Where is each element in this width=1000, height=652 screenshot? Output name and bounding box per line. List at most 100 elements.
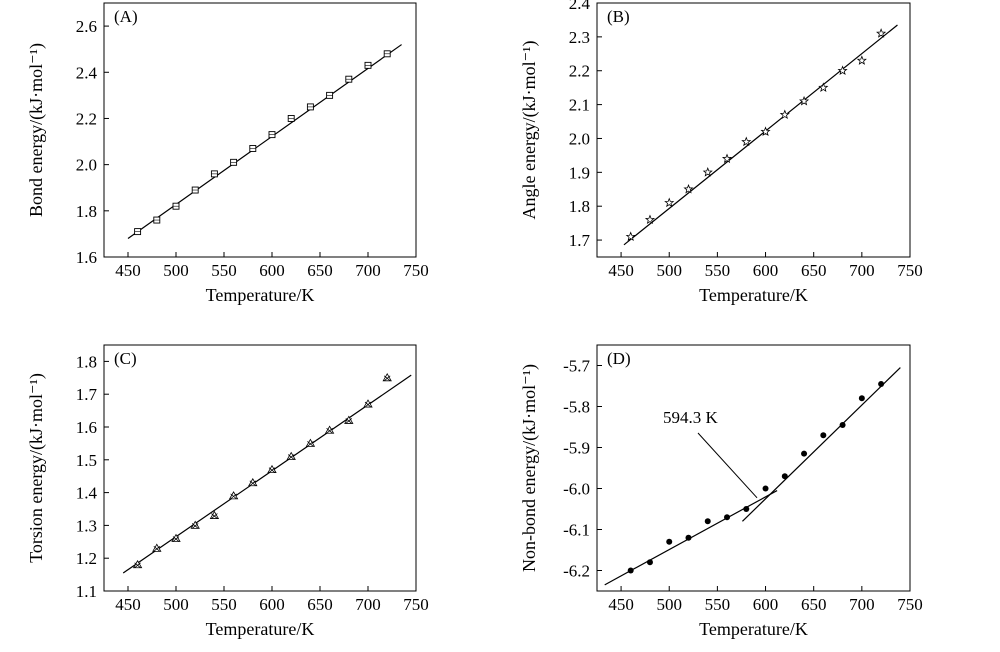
data-point-4	[210, 170, 218, 178]
x-tick-label: 600	[259, 261, 285, 280]
data-point-11	[839, 421, 846, 428]
marker-cross	[383, 375, 391, 382]
panel-label: (C)	[114, 349, 137, 368]
data-point-6	[248, 477, 258, 487]
x-tick-label: 650	[801, 261, 827, 280]
data-point-3	[190, 520, 200, 529]
x-tick-label: 600	[753, 261, 779, 280]
marker-cross	[268, 467, 276, 473]
annotation-leader	[697, 432, 758, 499]
marker-cross	[364, 401, 372, 408]
data-point-0	[627, 567, 634, 574]
data-point-11	[345, 75, 353, 83]
y-axis-title: Torsion energy/(kJ·mol⁻¹)	[26, 373, 47, 563]
y-tick-label: 2.0	[569, 129, 590, 148]
panel-b: 450 500 550 600 650 700 750 1.7 1.8 1.9 2.0 2.1 2.2 2…	[519, 0, 923, 305]
x-tick-label: 600	[259, 595, 285, 614]
data-point-13	[383, 50, 391, 58]
data-point-0	[134, 228, 142, 236]
y-axis-title: Angle energy/(kJ·mol⁻¹)	[519, 40, 540, 219]
marker-cross	[211, 513, 218, 519]
marker-cross	[191, 523, 199, 529]
data-point-7	[762, 485, 769, 492]
data-point-2	[172, 202, 180, 210]
data-point-6	[249, 145, 257, 152]
y-tick-label: 1.8	[569, 197, 590, 216]
y-tick-label: 1.1	[76, 582, 97, 601]
data-point-11	[837, 65, 848, 76]
data-point-2	[171, 533, 181, 542]
marker-triangle	[363, 399, 373, 408]
data-point-4	[704, 518, 711, 525]
data-point-8	[286, 451, 296, 460]
data-point-3	[683, 183, 694, 194]
y-tick-label: 2.6	[76, 17, 97, 36]
data-point-10	[326, 91, 334, 99]
data-point-13	[876, 28, 887, 38]
x-tick-label: 500	[656, 595, 682, 614]
data-point-5	[230, 158, 238, 166]
marker-triangle	[209, 510, 220, 519]
x-axis-title: Temperature/K	[206, 285, 315, 305]
y-tick-label: 2.2	[569, 62, 590, 81]
x-tick-label: 550	[211, 595, 237, 614]
marker-triangle	[190, 520, 200, 529]
x-tick-label: 500	[163, 261, 189, 280]
panel-label: (D)	[607, 349, 631, 368]
data-point-10	[818, 82, 829, 92]
plot-frame	[103, 2, 417, 258]
x-tick-label: 450	[115, 595, 141, 614]
data-point-12	[364, 61, 372, 69]
data-point-4	[702, 167, 713, 177]
x-tick-label: 550	[705, 595, 731, 614]
plot-frame	[596, 2, 911, 258]
data-point-6	[743, 506, 750, 512]
y-tick-label: 1.9	[569, 163, 590, 182]
y-tick-label: 1.2	[76, 549, 97, 568]
y-tick-label: -5.8	[563, 398, 590, 417]
data-point-12	[363, 399, 373, 408]
plot-frame	[596, 344, 911, 592]
panel-c: 450 500 550 600 650 700 750 1.1 1.2 1.3 1.4 1.5 1.6 1…	[26, 344, 429, 639]
x-tick-label: 700	[849, 261, 875, 280]
data-point-1	[644, 214, 656, 225]
x-axis-title: Temperature/K	[699, 285, 808, 305]
marker-triangle	[171, 533, 181, 542]
data-point-9	[305, 438, 316, 447]
x-tick-label: 600	[753, 595, 779, 614]
panel-label: (A)	[114, 7, 138, 26]
data-point-8	[779, 109, 790, 120]
x-tick-label: 550	[211, 261, 237, 280]
data-point-1	[152, 543, 162, 552]
x-tick-label: 550	[705, 261, 731, 280]
y-tick-label: 2.0	[76, 156, 97, 175]
y-tick-label: 2.2	[76, 109, 97, 128]
marker-cross	[134, 562, 141, 569]
marker-cross	[153, 546, 161, 552]
data-point-13	[878, 380, 885, 387]
data-point-10	[324, 425, 335, 434]
fit-line	[623, 24, 898, 246]
marker-triangle	[344, 415, 354, 424]
marker-cross	[345, 418, 353, 424]
x-axis-title: Temperature/K	[206, 619, 315, 639]
data-point-4	[209, 510, 220, 519]
fit-line	[122, 374, 412, 574]
data-point-10	[820, 432, 827, 439]
marker-triangle	[382, 372, 392, 382]
y-tick-label: 2.4	[76, 63, 98, 82]
annotation-label: 594.3 K	[663, 408, 719, 427]
marker-cross	[287, 454, 295, 460]
y-tick-label: 1.7	[569, 231, 591, 250]
y-tick-label: 1.8	[76, 202, 97, 221]
marker-triangle	[132, 559, 143, 569]
x-tick-label: 750	[897, 261, 923, 280]
x-tick-label: 500	[163, 595, 189, 614]
data-point-11	[344, 415, 354, 424]
x-tick-label: 650	[801, 595, 827, 614]
x-tick-label: 700	[355, 595, 381, 614]
x-tick-label: 750	[897, 595, 923, 614]
data-point-9	[799, 95, 810, 106]
data-point-8	[781, 473, 788, 480]
data-point-2	[666, 538, 673, 545]
